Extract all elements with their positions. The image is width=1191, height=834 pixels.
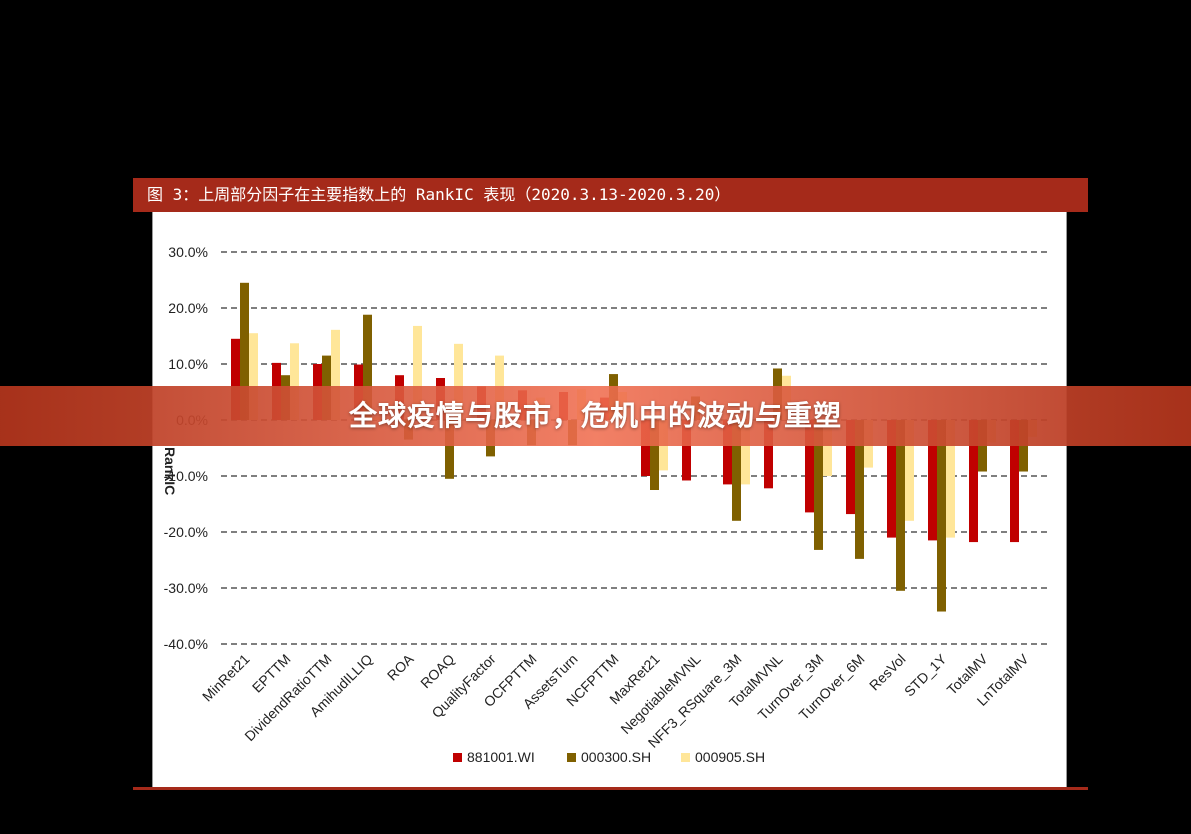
bar-000905.SH-ROA — [413, 325, 422, 420]
bar-881001.WI-NegotiableMVNL — [682, 420, 691, 481]
bar-000300.SH-TurnOver_3M — [814, 420, 823, 550]
bar-881001.WI-TurnOver_3M — [805, 420, 814, 513]
bars — [231, 282, 1037, 612]
bar-881001.WI-ResVol — [887, 420, 896, 538]
bar-881001.WI-TotalMVNL — [764, 420, 773, 489]
bar-881001.WI-TotalMV — [969, 420, 978, 543]
y-tick-label: -40.0% — [164, 636, 208, 652]
bar-881001.WI-MinRet21 — [231, 338, 240, 420]
figure-title: 图 3：上周部分因子在主要指数上的 RankIC 表现（2020.3.13-20… — [147, 185, 731, 204]
y-axis-label: RankIC — [162, 447, 178, 495]
bar-881001.WI-STD_1Y — [928, 420, 937, 541]
chart-panel: 30.0%20.0%10.0%0.0%-10.0%-20.0%-30.0%-40… — [152, 212, 1067, 787]
bar-000905.SH-ResVol — [905, 420, 914, 521]
bar-000300.SH-STD_1Y — [937, 420, 946, 612]
bar-881001.WI-MaxRet21 — [641, 420, 650, 476]
y-tick-label: 10.0% — [168, 356, 208, 372]
bar-000905.SH-EPTTM — [290, 343, 299, 420]
bar-000905.SH-ROAQ — [454, 343, 463, 420]
bar-000300.SH-AmihudILLIQ — [363, 314, 372, 420]
x-tick-label: ROA — [384, 650, 417, 683]
bar-000905.SH-DividendRatioTTM — [331, 329, 340, 420]
y-tick-label: -10.0% — [164, 468, 208, 484]
bar-000300.SH-MaxRet21 — [650, 420, 659, 490]
figure-header-bar: 图 3：上周部分因子在主要指数上的 RankIC 表现（2020.3.13-20… — [133, 178, 1088, 212]
bar-881001.WI-TurnOver_6M — [846, 420, 855, 515]
bar-881001.WI-LnTotalMV — [1010, 420, 1019, 543]
legend-swatch — [453, 753, 462, 762]
legend-label: 000905.SH — [695, 749, 765, 765]
bar-000905.SH-MinRet21 — [249, 333, 258, 420]
banner-title: 全球疫情与股市，危机中的波动与重塑 — [348, 399, 842, 432]
legend-label: 000300.SH — [581, 749, 651, 765]
rankic-bar-chart: 30.0%20.0%10.0%0.0%-10.0%-20.0%-30.0%-40… — [162, 244, 1051, 765]
legend-swatch — [567, 753, 576, 762]
bar-000300.SH-ROAQ — [445, 420, 454, 479]
y-tick-label: -20.0% — [164, 524, 208, 540]
grid-lines — [221, 251, 1051, 645]
bar-000300.SH-NFF3_RSquare_3M — [732, 420, 741, 521]
x-tick-label: STD_1Y — [901, 650, 950, 699]
bar-000905.SH-NFF3_RSquare_3M — [741, 420, 750, 485]
overlay-banner: 全球疫情与股市，危机中的波动与重塑 — [0, 386, 1191, 446]
x-tick-label: MinRet21 — [199, 651, 253, 705]
x-tick-labels: MinRet21EPTTMDividendRatioTTMAmihudILLIQ… — [199, 650, 1032, 750]
legend-swatch — [681, 753, 690, 762]
y-tick-label: -30.0% — [164, 580, 208, 596]
bar-000300.SH-TurnOver_6M — [855, 420, 864, 559]
bar-000905.SH-TurnOver_3M — [823, 420, 832, 476]
bar-000300.SH-MinRet21 — [240, 282, 249, 420]
figure-footer-line — [133, 787, 1088, 790]
bar-000905.SH-STD_1Y — [946, 420, 955, 538]
bar-881001.WI-NFF3_RSquare_3M — [723, 420, 732, 485]
y-tick-label: 30.0% — [168, 244, 208, 260]
y-tick-label: 20.0% — [168, 300, 208, 316]
legend: 881001.WI 000300.SH 000905.SH — [453, 749, 765, 765]
bar-000300.SH-ResVol — [896, 420, 905, 591]
legend-label: 881001.WI — [467, 749, 535, 765]
